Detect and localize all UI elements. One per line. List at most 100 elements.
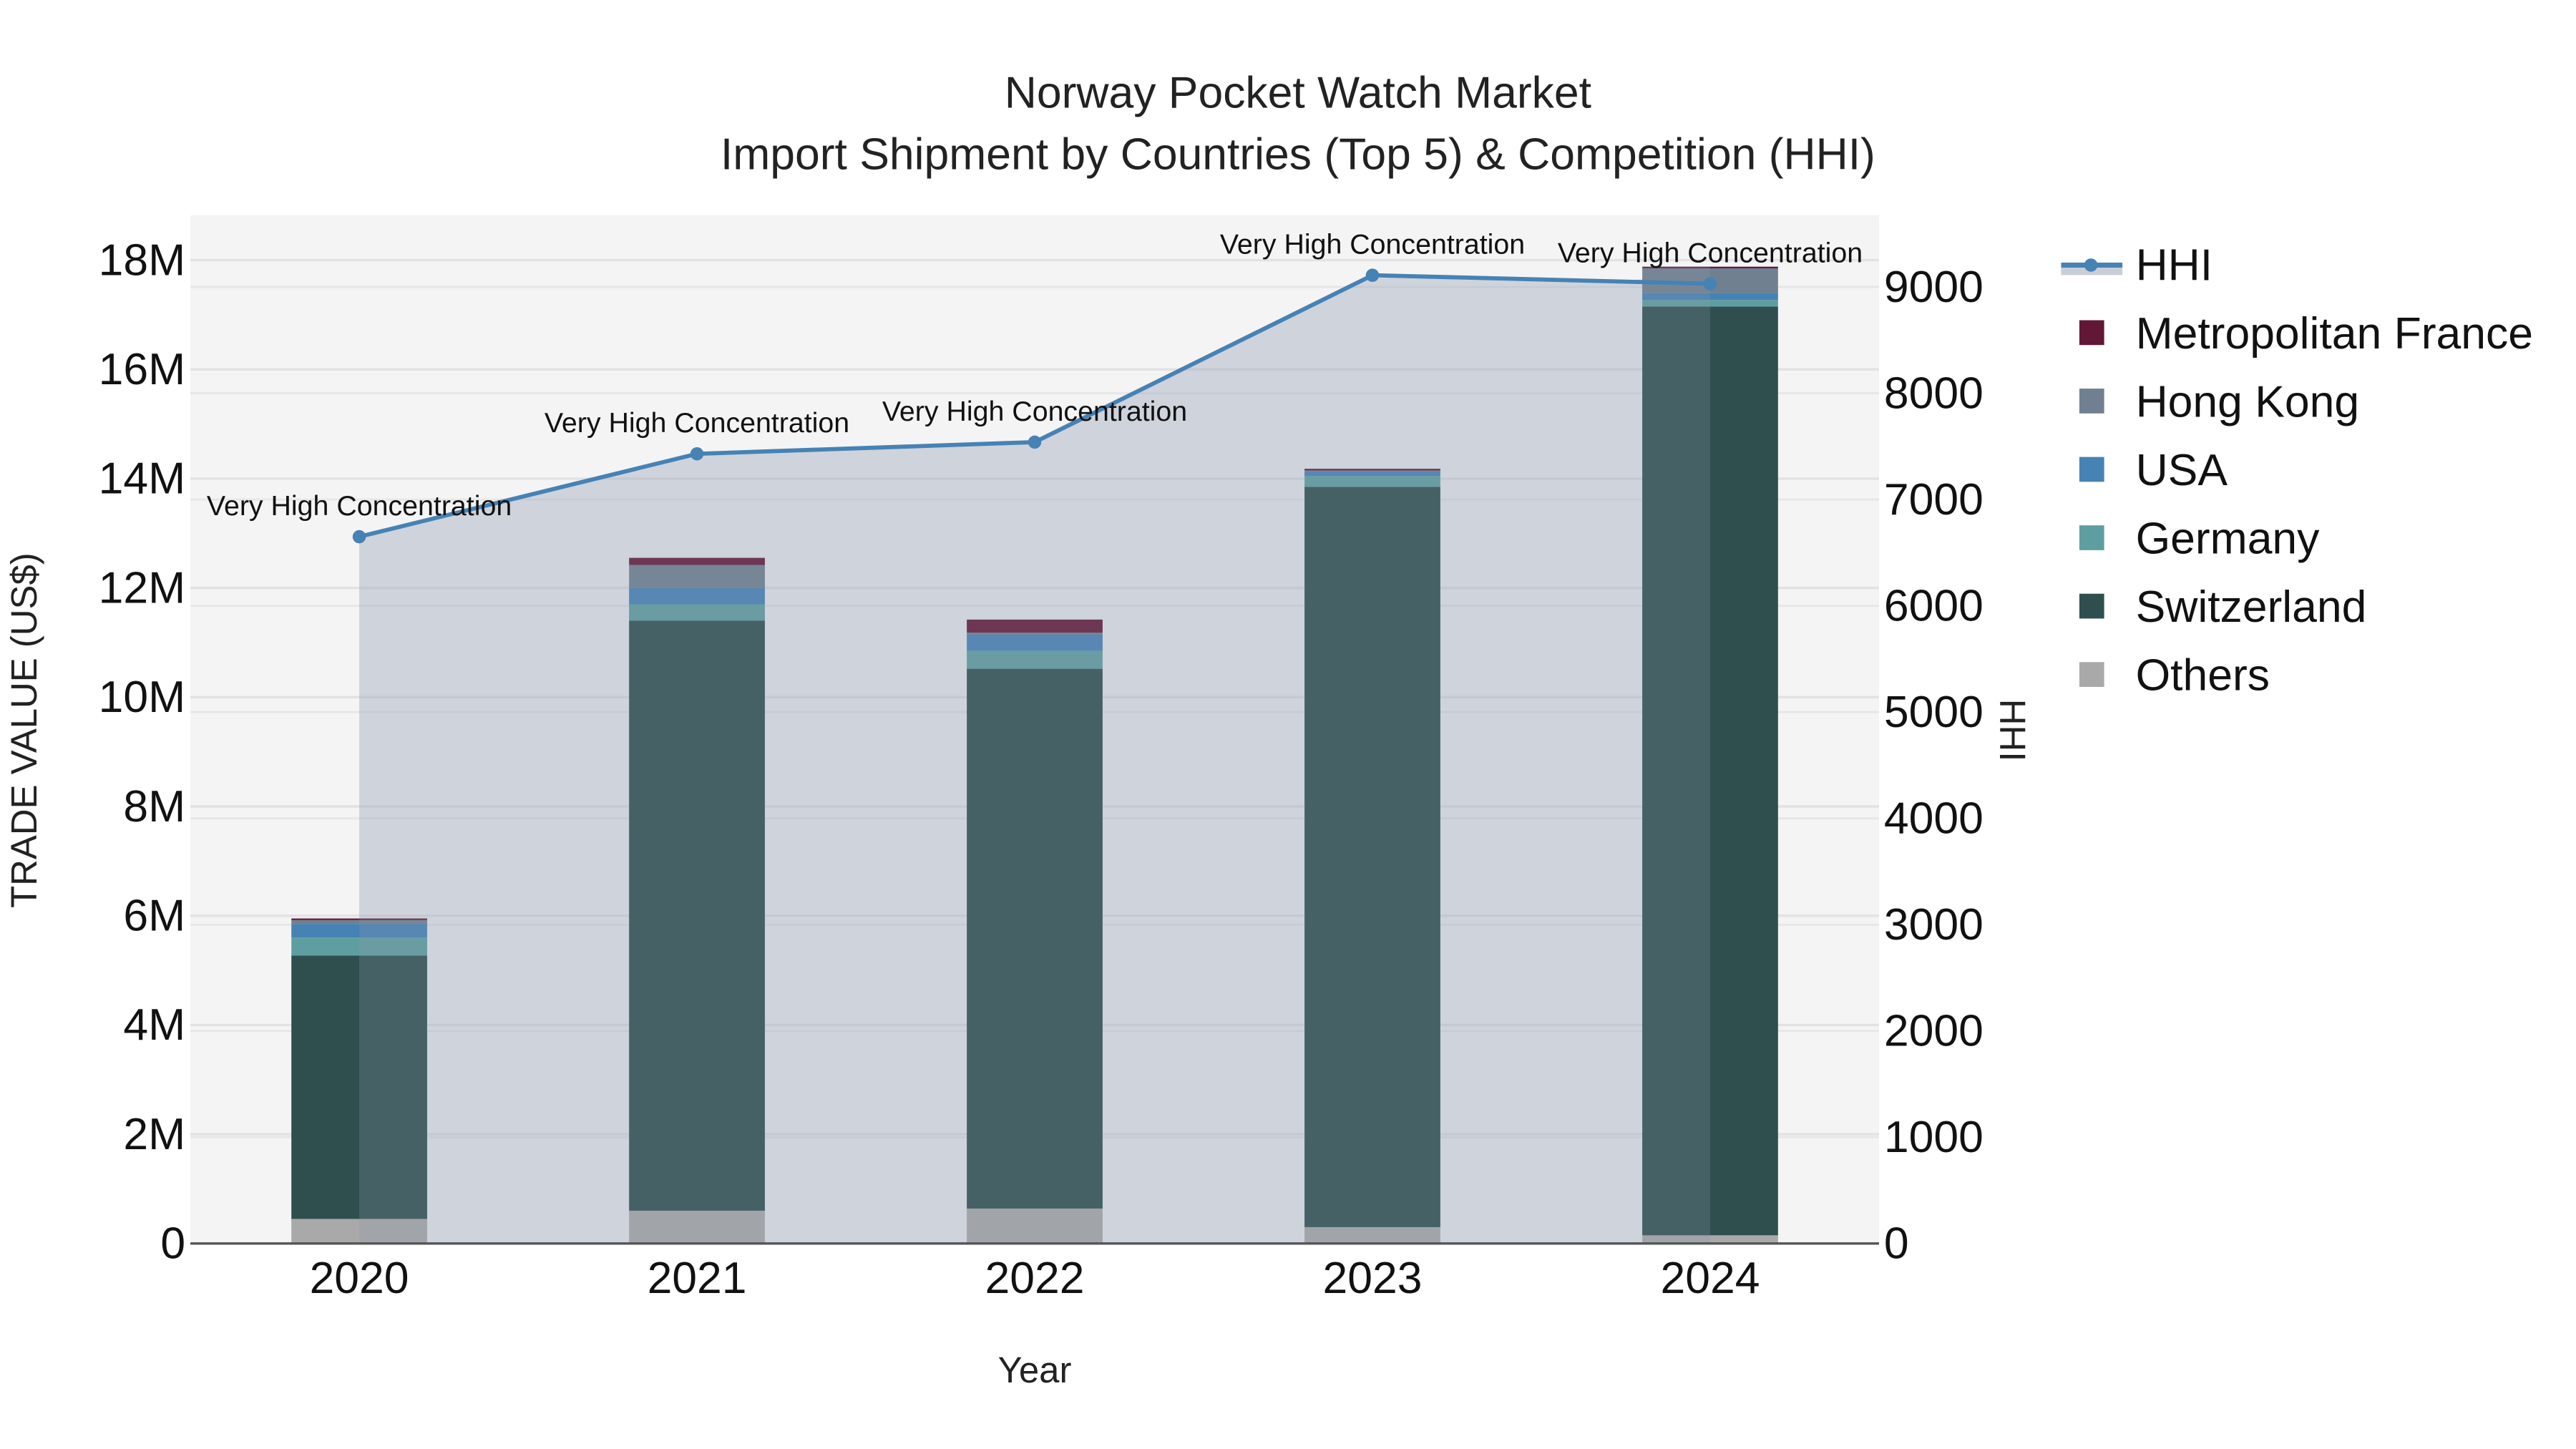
bar-segment-hong-kong[interactable] [629,565,765,588]
hhi-marker[interactable] [352,530,366,544]
legend-item-metropolitan-france[interactable]: Metropolitan France [2079,308,2533,358]
bar-segment-usa[interactable] [967,634,1103,651]
legend: HHI Metropolitan France Hong Kong USA German… [2061,240,2533,701]
bar-segment-metropolitan-france[interactable] [1304,469,1440,471]
bar-overlay [1304,469,1440,1244]
legend-marker-icon [2084,258,2098,272]
y-tick-label: 8M [123,781,185,831]
y2-tick-label: 0 [1884,1219,1909,1269]
y-tick-label: 14M [99,454,186,504]
x-tick-label: 2021 [648,1253,747,1303]
x-tick-label: 2024 [1661,1253,1760,1303]
bar-overlay [1642,266,1710,1244]
y2-axis-ticks: 0 1000 2000 3000 4000 5000 6000 7000 8000 9000 [1884,262,1984,1269]
x-axis-ticks: 2020 2021 2022 2023 2024 [310,1253,1760,1303]
bar-segment-metropolitan-france[interactable] [291,918,427,920]
y2-tick-label: 2000 [1884,1006,1984,1056]
hhi-marker[interactable] [690,447,704,461]
bar-segment-others[interactable] [1642,1235,1778,1244]
y2-tick-label: 9000 [1884,262,1984,312]
y-axis-title: TRADE VALUE (US$) [4,552,44,908]
bar-segment-germany[interactable] [1642,300,1778,307]
legend-label: HHI [2136,240,2213,290]
bar-segment-others[interactable] [291,1219,427,1244]
y2-axis-title: HHI [1992,699,2033,762]
bar-segment-switzerland[interactable] [629,620,765,1211]
y2-tick-label: 5000 [1884,687,1984,737]
y2-tick-label: 8000 [1884,368,1984,418]
chart-subtitle: Import Shipment by Countries (Top 5) & C… [721,129,1875,179]
hhi-annotation: Very High Concentration [1558,237,1863,268]
legend-swatch-icon [2079,320,2104,346]
bar-segment-metropolitan-france[interactable] [967,619,1103,633]
legend-item-hong-kong[interactable]: Hong Kong [2079,376,2359,426]
bar-segment-hong-kong[interactable] [1304,470,1440,472]
bar-segment-switzerland[interactable] [1642,306,1778,1236]
y-tick-label: 12M [99,562,186,613]
y-tick-label: 2M [123,1109,185,1159]
bar-segment-usa[interactable] [629,587,765,605]
bar-segment-others[interactable] [967,1208,1103,1244]
hhi-annotation: Very High Concentration [1220,229,1525,260]
legend-swatch-icon [2079,593,2104,619]
y-tick-label: 6M [123,891,185,941]
bar-segment-usa[interactable] [1642,293,1778,301]
x-axis-title: Year [998,1350,1072,1390]
hhi-annotation: Very High Concentration [545,407,849,439]
legend-item-switzerland[interactable]: Switzerland [2079,582,2366,632]
bar-segment-switzerland[interactable] [967,668,1103,1209]
legend-swatch-icon [2079,457,2104,482]
y2-tick-label: 6000 [1884,580,1984,630]
y2-tick-label: 4000 [1884,794,1984,844]
y-tick-label: 0 [160,1219,185,1269]
hhi-marker[interactable] [1028,435,1042,449]
hhi-marker[interactable] [1365,268,1380,282]
hhi-markers [352,268,1717,544]
x-tick-label: 2022 [985,1253,1085,1303]
legend-item-usa[interactable]: USA [2079,445,2228,495]
hhi-marker[interactable] [1703,277,1717,291]
y2-tick-label: 7000 [1884,474,1984,525]
bar-segment-others[interactable] [1304,1226,1440,1244]
hhi-annotations: Very High Concentration Very High Concent… [207,229,1863,522]
bar-overlay [359,918,427,1244]
legend-label: Germany [2136,514,2321,564]
legend-item-others[interactable]: Others [2079,650,2270,701]
bar-segment-others[interactable] [629,1211,765,1244]
legend-swatch-icon [2079,525,2104,550]
bar-segment-hong-kong[interactable] [967,633,1103,635]
bar-segment-metropolitan-france[interactable] [1642,266,1778,268]
y-tick-label: 4M [123,1000,185,1050]
legend-label: USA [2136,445,2228,495]
bar-segment-switzerland[interactable] [291,955,427,1219]
bar-segment-usa[interactable] [291,924,427,938]
bar-segment-germany[interactable] [1304,476,1440,487]
legend-item-germany[interactable]: Germany [2079,514,2320,564]
chart-title: Norway Pocket Watch Market [1005,68,1591,118]
legend-item-hhi[interactable]: HHI [2061,240,2212,290]
hhi-annotation: Very High Concentration [207,490,512,522]
y-tick-label: 18M [99,235,186,285]
bar-segment-germany[interactable] [629,604,765,621]
y-axis-ticks: 0 2M 4M 6M 8M 10M 12M 14M 16M 18M [99,235,186,1268]
bar-segment-hong-kong[interactable] [291,919,427,924]
legend-label: Metropolitan France [2136,308,2533,358]
legend-label: Hong Kong [2136,376,2360,426]
bar-segment-usa[interactable] [1304,472,1440,477]
y2-tick-label: 3000 [1884,899,1984,950]
y-tick-label: 10M [99,672,186,722]
stacked-bars [291,266,1778,1244]
legend-swatch-icon [2079,389,2104,414]
bar-segment-switzerland[interactable] [1304,487,1440,1227]
y-tick-label: 16M [99,344,186,394]
x-tick-label: 2020 [310,1253,409,1303]
legend-label: Switzerland [2136,582,2367,632]
y2-tick-label: 1000 [1884,1112,1984,1162]
bar-segment-metropolitan-france[interactable] [629,557,765,565]
bar-segment-germany[interactable] [967,650,1103,669]
bar-overlay [629,557,765,1244]
bar-segment-germany[interactable] [291,937,427,956]
legend-swatch-icon [2079,662,2104,687]
bar-overlay [967,619,1103,1244]
hhi-annotation: Very High Concentration [882,396,1187,427]
